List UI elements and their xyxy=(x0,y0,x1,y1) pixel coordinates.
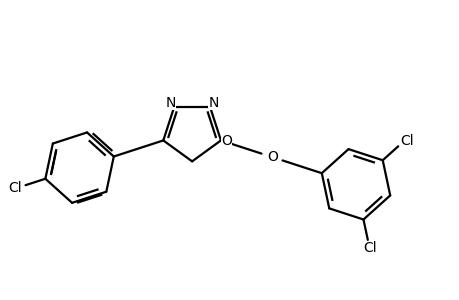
Text: Cl: Cl xyxy=(363,241,376,255)
Text: O: O xyxy=(221,134,231,148)
Text: Cl: Cl xyxy=(399,134,413,148)
Text: N: N xyxy=(165,96,175,110)
Text: N: N xyxy=(208,96,218,110)
Text: Cl: Cl xyxy=(8,181,22,195)
Text: O: O xyxy=(267,150,278,164)
